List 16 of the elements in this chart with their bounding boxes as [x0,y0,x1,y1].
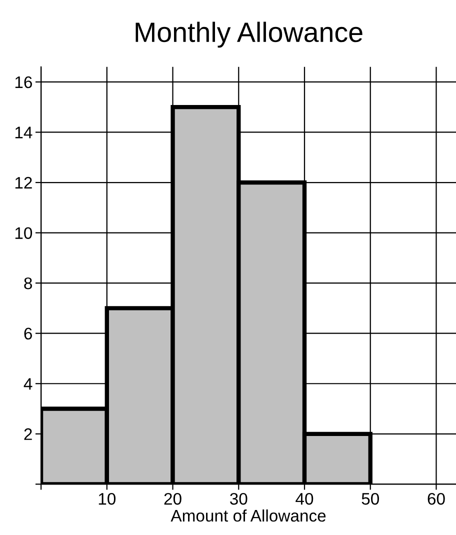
y-tick-label: 12 [15,176,32,189]
x-tick-label: 50 [362,492,379,505]
y-tick-label: 10 [15,227,32,239]
x-tick-label: 20 [164,492,182,505]
x-tick-label: 30 [230,492,248,505]
x-tick-label: 40 [296,492,314,505]
y-tick-label: 14 [15,126,32,138]
y-tick-label: 2 [24,428,32,440]
x-tick-label: 10 [98,492,116,505]
y-tick-label: 8 [24,277,32,290]
y-tick-label: 16 [15,76,32,88]
y-tick-label: 6 [24,328,32,340]
y-tick-label: 4 [24,378,32,390]
x-axis-title: Amount of Allowance [170,509,326,522]
x-tick-label: 60 [428,492,445,505]
chart-title: Monthly Allowance [136,22,362,48]
